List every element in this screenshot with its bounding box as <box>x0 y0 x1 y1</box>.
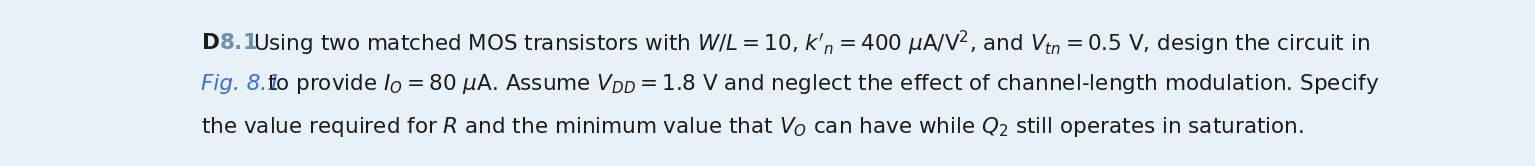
Text: the value required for $R$ and the minimum value that $V_O$ can have while $Q_2$: the value required for $R$ and the minim… <box>201 115 1305 139</box>
Text: Fig. 8.1: Fig. 8.1 <box>201 74 281 94</box>
Text: $\mathbf{D}$: $\mathbf{D}$ <box>201 33 220 53</box>
Text: to provide $I_O = 80\ \mu\mathrm{A}$. Assume $V_{DD} = 1.8$ V and neglect the ef: to provide $I_O = 80\ \mu\mathrm{A}$. As… <box>267 72 1380 96</box>
Text: $\mathbf{8.1}$: $\mathbf{8.1}$ <box>220 33 258 53</box>
Text: Using two matched MOS transistors with $W/L = 10$, $k'_n = 400\ \mu\mathrm{A/V}^: Using two matched MOS transistors with $… <box>253 28 1371 58</box>
